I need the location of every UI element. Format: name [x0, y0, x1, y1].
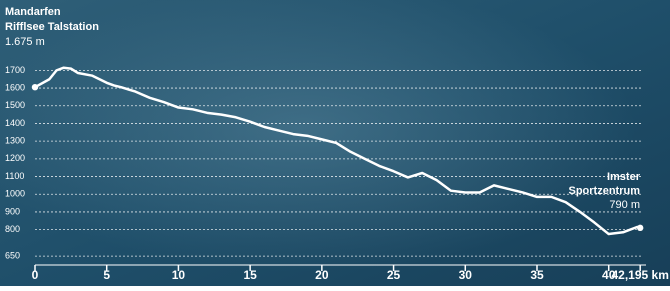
x-tick-label: 30 [459, 268, 473, 282]
y-tick-label: 1500 [5, 100, 25, 110]
start-elevation: 1.675 m [5, 36, 45, 48]
finish-label: Sportzentrum [569, 185, 641, 197]
x-tick-label: 35 [530, 268, 544, 282]
y-tick-label: 800 [5, 224, 20, 234]
y-tick-label: 1400 [5, 118, 25, 128]
x-tick-label: 5 [103, 268, 110, 282]
finish-label: Imster [607, 171, 641, 183]
x-tick-label: 25 [387, 268, 401, 282]
y-tick-label: 1300 [5, 136, 25, 146]
x-tick-label: 20 [315, 268, 329, 282]
y-tick-label: 900 [5, 206, 20, 216]
y-tick-label: 1100 [5, 171, 24, 181]
x-tick-label: 15 [243, 268, 257, 282]
y-tick-label: 1000 [5, 189, 25, 199]
x-tick-label: 0 [32, 268, 39, 282]
start-label: Rifflsee Talstation [5, 21, 99, 33]
start-label: Mandarfen [5, 6, 61, 18]
y-tick-label: 1200 [5, 153, 25, 163]
endpoint-marker [637, 225, 643, 231]
y-tick-label: 1600 [5, 82, 25, 92]
x-tick-label: 10 [172, 268, 186, 282]
x-tick-label: 42,195 km [611, 268, 668, 282]
endpoint-marker [32, 84, 38, 90]
y-tick-label: 1700 [5, 65, 25, 75]
chart: 650 800 900 1000 1100 1200 1300 1400 1500 1600 170… [0, 0, 670, 286]
finish-elevation: 790 m [609, 199, 640, 211]
y-tick-label: 650 [5, 251, 20, 261]
